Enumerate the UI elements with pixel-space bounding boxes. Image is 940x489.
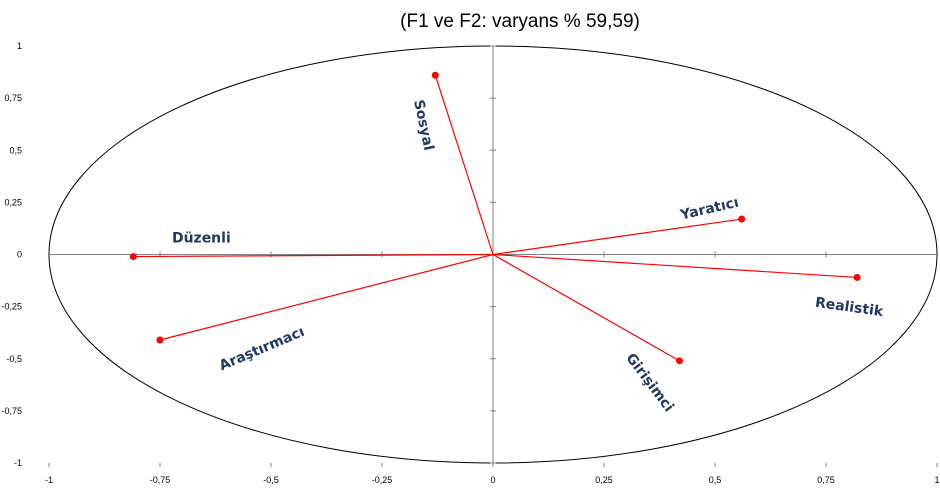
y-tick-label: 0 <box>17 250 22 260</box>
y-tick-label: 0,5 <box>9 145 22 155</box>
x-tick-label: -0,25 <box>372 475 393 485</box>
x-tick-label: -1 <box>45 475 53 485</box>
vector-point <box>738 215 746 223</box>
y-tick-label: 1 <box>17 41 22 51</box>
y-tick-label: -0,5 <box>6 354 22 364</box>
vector-line <box>159 253 494 341</box>
variable-label: Girişimci <box>622 351 676 416</box>
variable-label: Araştırmacı <box>217 324 307 374</box>
chart-title: (F1 ve F2: varyans % 59,59) <box>400 11 640 32</box>
vector-line <box>492 253 858 279</box>
x-tick-label: 0,25 <box>595 475 613 485</box>
variable-label: Yaratıcı <box>678 195 740 224</box>
vector-point <box>156 336 164 344</box>
vector-line <box>434 75 494 255</box>
variable-label: Düzenli <box>172 231 231 247</box>
variable-label: Sosyal <box>410 98 436 152</box>
vector-line <box>492 218 742 256</box>
y-tick-label: -1 <box>14 458 22 468</box>
x-tick-label: 1 <box>934 475 939 485</box>
x-tick-label: -0,5 <box>263 475 279 485</box>
y-tick-label: 0,75 <box>4 93 22 103</box>
vector-point <box>129 253 137 261</box>
vector-line <box>133 253 494 258</box>
plot-area: -1 -0,75 -0,5 -0,25 0 0,25 0,5 0,75 1 1 0,75 0,5 0,2… <box>1 41 939 485</box>
y-tick-label: 0,25 <box>4 197 22 207</box>
x-tick-label: 0,5 <box>709 475 722 485</box>
y-tick-label: -0,25 <box>1 302 22 312</box>
vector-point <box>431 71 439 79</box>
vector-point <box>675 357 683 365</box>
vector-point <box>853 273 861 281</box>
x-tick-label: 0,75 <box>817 475 835 485</box>
vector-line <box>492 253 680 362</box>
variable-label: Realistik <box>814 295 885 320</box>
x-tick-label: 0 <box>490 475 495 485</box>
x-tick-label: -0,75 <box>150 475 171 485</box>
y-tick-label: -0,75 <box>1 406 22 416</box>
